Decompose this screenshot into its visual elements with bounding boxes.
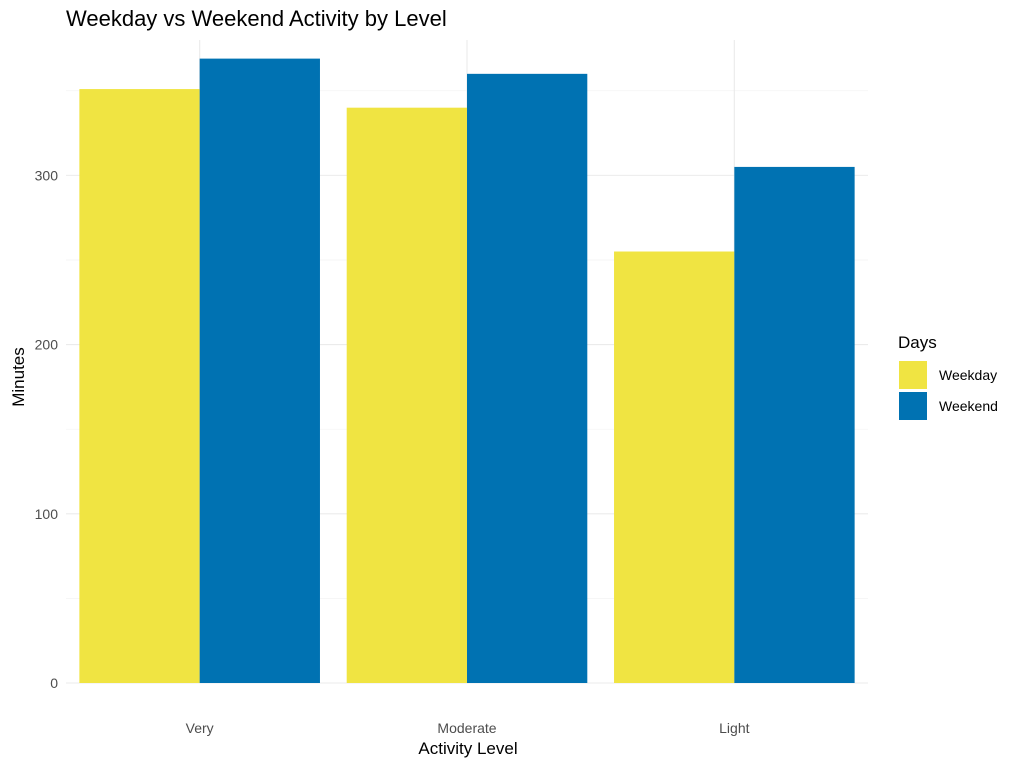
legend-key-weekend <box>899 392 927 420</box>
legend-title: Days <box>898 333 937 352</box>
x-tick-label: Light <box>719 720 749 736</box>
x-tick-label: Moderate <box>437 720 496 736</box>
bar-very-weekday <box>79 89 200 684</box>
y-tick-label: 300 <box>35 167 59 183</box>
legend-key-weekday <box>899 361 927 389</box>
y-axis-ticks: 0 100 200 300 <box>35 167 59 691</box>
y-tick-label: 100 <box>35 506 59 522</box>
bars <box>79 58 855 684</box>
legend-label-weekend: Weekend <box>939 398 998 414</box>
chart-title: Weekday vs Weekend Activity by Level <box>66 6 447 31</box>
y-axis-title: Minutes <box>9 347 28 407</box>
y-tick-label: 0 <box>50 675 58 691</box>
y-tick-label: 200 <box>35 337 59 353</box>
bar-light-weekday <box>614 251 735 683</box>
legend-items: Weekday Weekend <box>899 361 998 420</box>
x-axis-title: Activity Level <box>418 739 517 758</box>
legend: Days Weekday Weekend <box>898 333 998 420</box>
bar-light-weekend <box>734 166 855 683</box>
legend-label-weekday: Weekday <box>939 367 997 383</box>
bar-moderate-weekday <box>346 107 467 684</box>
x-tick-label: Very <box>186 720 214 736</box>
x-axis-ticks: Very Moderate Light <box>186 720 750 736</box>
bar-moderate-weekend <box>467 73 588 683</box>
bar-very-weekend <box>199 58 320 683</box>
